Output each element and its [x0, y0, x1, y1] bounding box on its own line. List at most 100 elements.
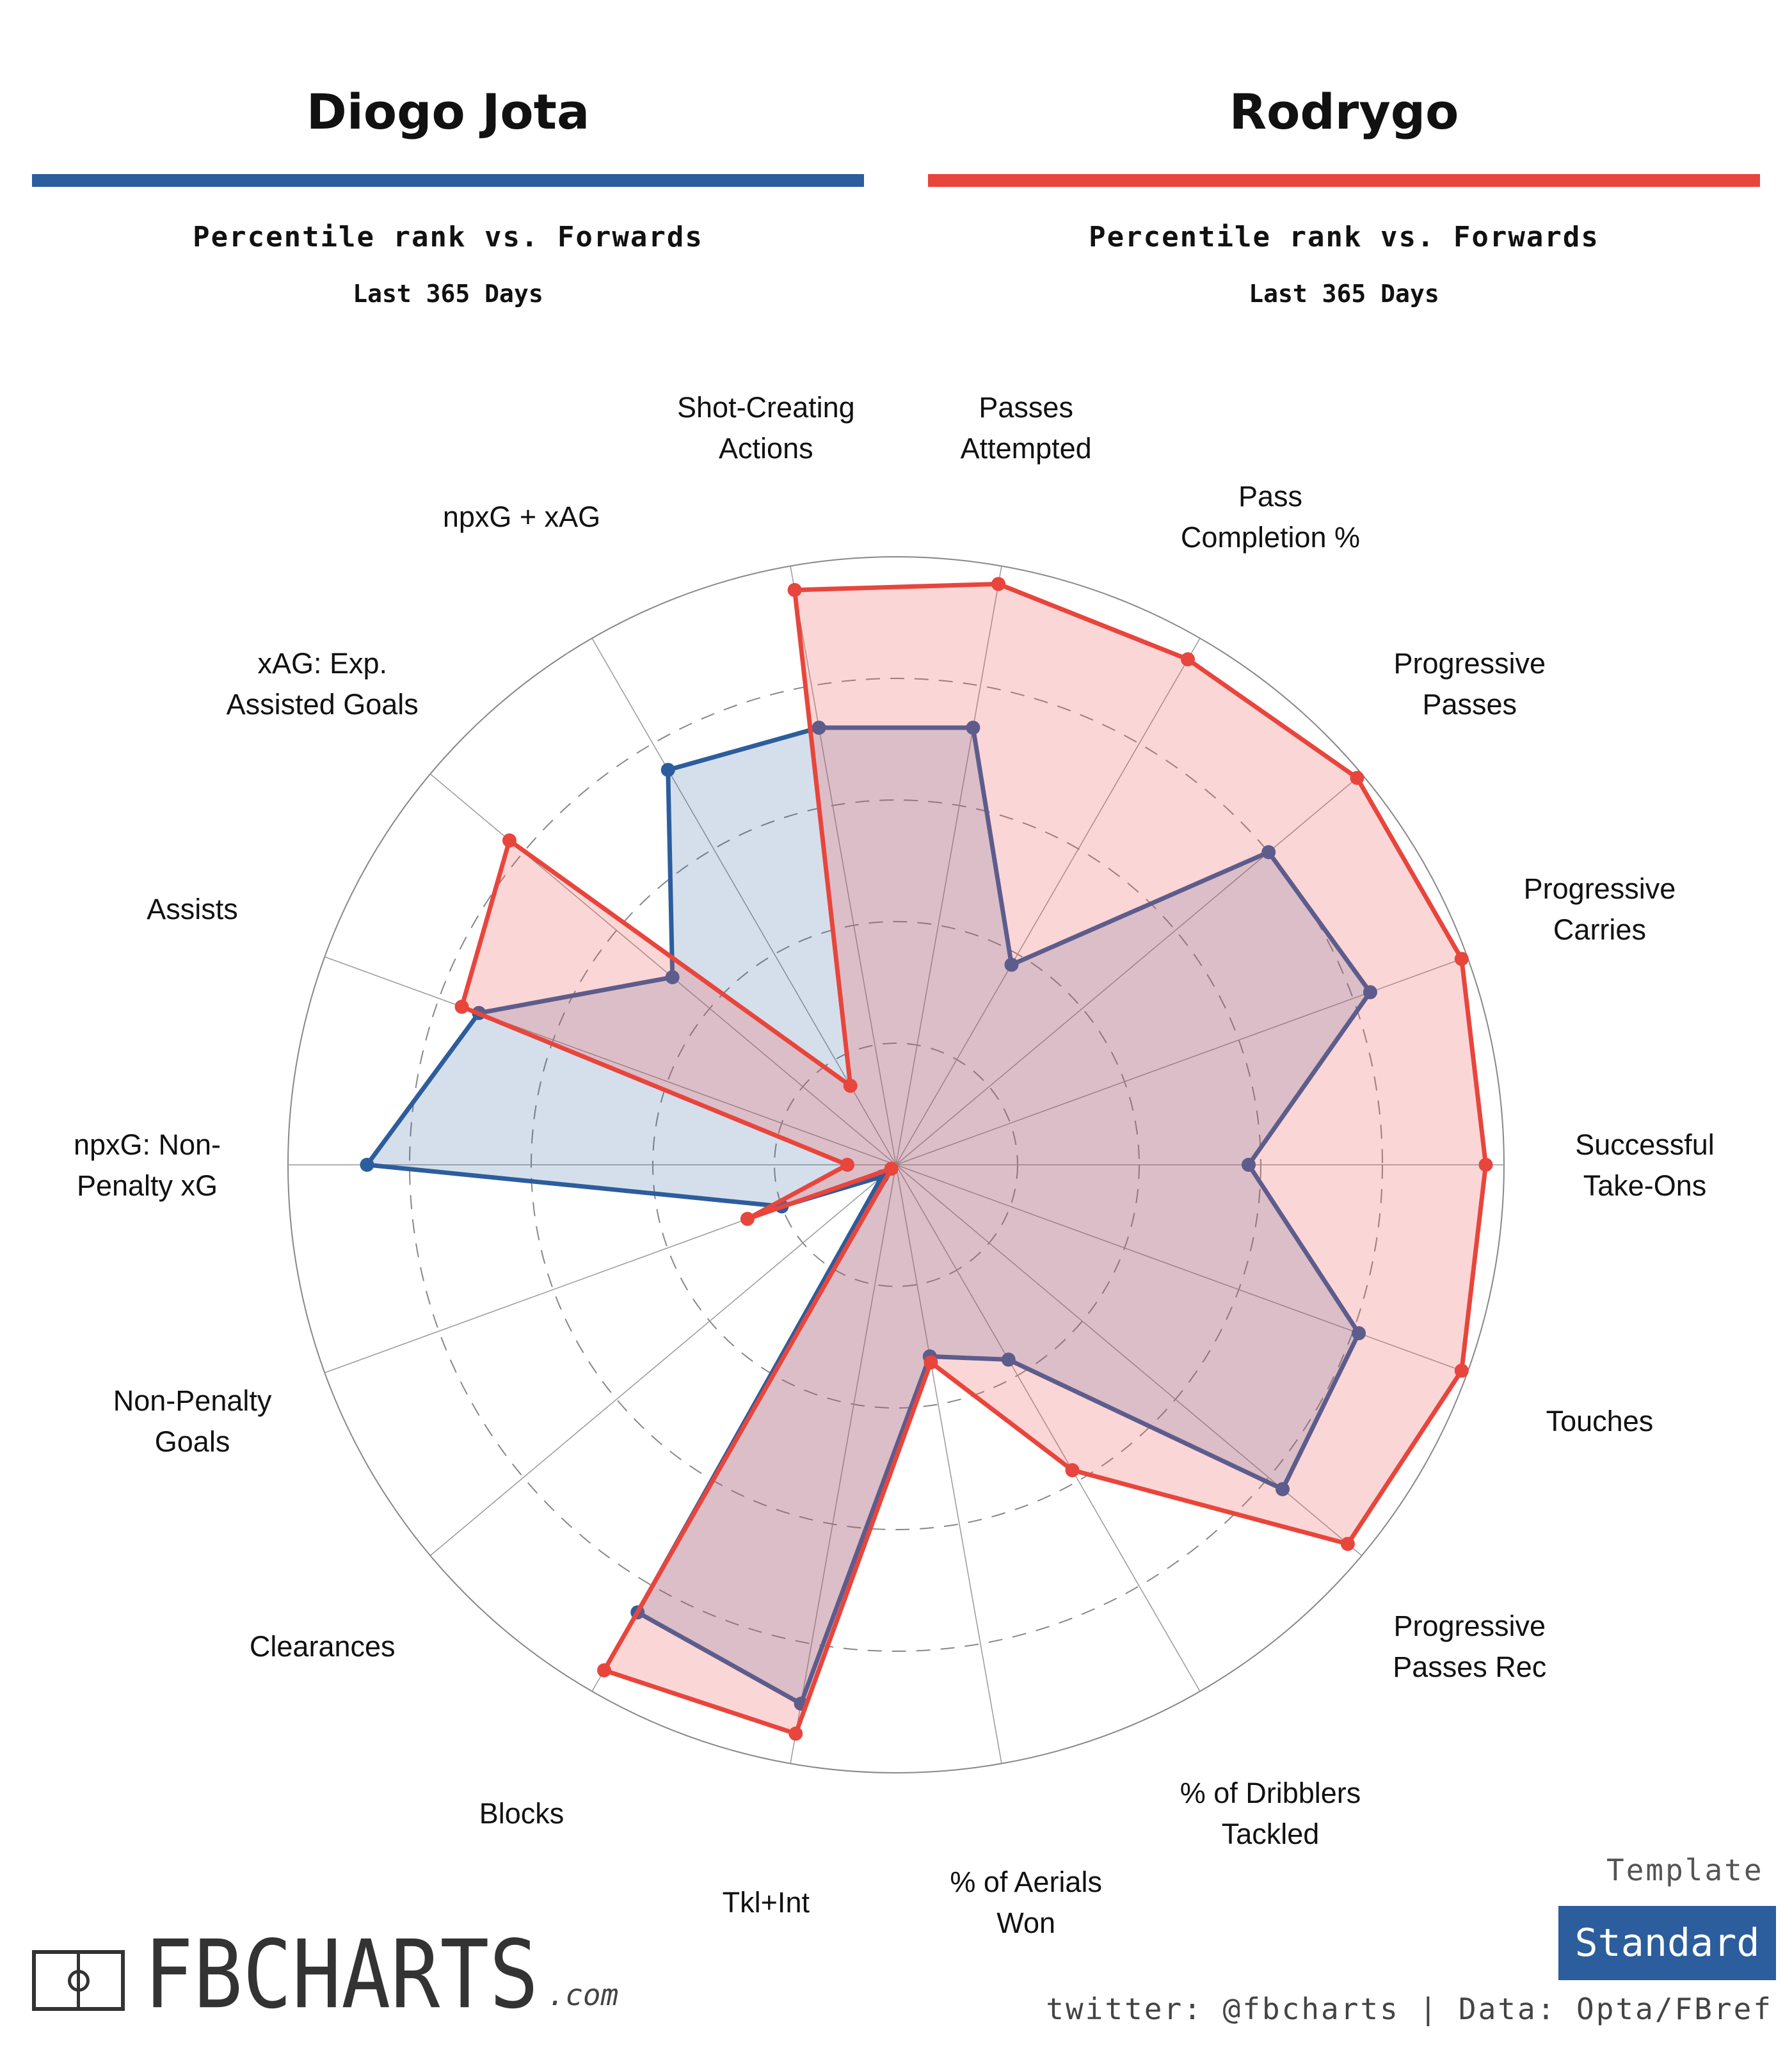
axis-label-14: Assists — [147, 893, 238, 925]
axis-label-1: Pass Completion % — [1181, 480, 1360, 554]
series-1-point-4 — [1478, 1158, 1493, 1172]
axis-label-17-line-1: Actions — [719, 432, 813, 465]
series-1-point-15 — [502, 833, 516, 848]
axis-label-7: % of Dribblers Tackled — [1180, 1777, 1361, 1850]
spoke-9 — [790, 1164, 897, 1764]
series-1-point-2 — [1350, 771, 1364, 785]
axis-label-8-line-0: % of Aerials — [950, 1866, 1102, 1898]
pitch-icon — [32, 1950, 125, 2011]
axis-label-8-line-1: Won — [996, 1907, 1055, 1939]
template-badge: Standard — [1558, 1906, 1776, 1980]
axis-label-9: Tkl+Int — [723, 1886, 810, 1919]
axis-label-11-line-0: Clearances — [250, 1630, 396, 1663]
axis-label-11: Clearances — [250, 1630, 396, 1663]
axis-label-13: npxG: Non- Penalty xG — [74, 1128, 221, 1202]
series-1-point-0 — [991, 577, 1006, 591]
player-name-left: Diogo Jota — [306, 83, 590, 140]
axis-label-17-line-0: Shot-Creating — [677, 391, 855, 424]
series-0-point-4 — [1242, 1158, 1256, 1172]
spoke-17 — [790, 566, 897, 1165]
axis-label-16: npxG + xAG — [443, 500, 600, 533]
axis-label-7-line-1: Tackled — [1222, 1818, 1320, 1850]
spoke-8 — [895, 1164, 1002, 1764]
subtitle-left: Percentile rank vs. Forwards — [193, 221, 703, 253]
axis-label-13-line-0: npxG: Non- — [74, 1128, 221, 1161]
series-1-point-9 — [788, 1726, 803, 1741]
axis-label-1-line-0: Pass — [1238, 480, 1302, 513]
axis-label-0: Passes Attempted — [961, 391, 1092, 465]
logo-suffix: .com — [547, 1978, 619, 2012]
player-name-right: Rodrygo — [1229, 83, 1459, 140]
axis-label-10-line-0: Blocks — [479, 1797, 564, 1830]
series-1-point-7 — [1065, 1463, 1080, 1478]
axis-label-4: Successful Take-Ons — [1575, 1128, 1715, 1202]
axis-label-3: Progressive Carries — [1524, 872, 1676, 946]
axis-label-2-line-1: Passes — [1422, 688, 1517, 721]
logo-text: FBCHARTS — [144, 1920, 539, 2030]
series-1-point-11 — [884, 1162, 899, 1176]
axis-label-7-line-0: % of Dribblers — [1180, 1777, 1361, 1809]
radar-series — [360, 577, 1493, 1741]
series-0-point-15 — [665, 970, 680, 984]
axis-label-2: Progressive Passes — [1393, 647, 1546, 721]
axis-label-5: Touches — [1546, 1405, 1654, 1437]
axis-label-12-line-0: Non-Penalty — [113, 1384, 272, 1417]
axis-label-4-line-0: Successful — [1575, 1128, 1715, 1161]
axis-label-4-line-1: Take-Ons — [1583, 1169, 1707, 1202]
axis-label-3-line-0: Progressive — [1524, 872, 1676, 905]
spoke-0 — [895, 566, 1002, 1165]
series-1-point-17 — [787, 582, 802, 597]
axis-label-10: Blocks — [479, 1797, 564, 1830]
player-color-bar-right — [928, 174, 1760, 187]
series-0-point-2 — [1261, 845, 1276, 860]
period-left: Last 365 Days — [353, 280, 543, 308]
axis-label-8: % of Aerials Won — [950, 1866, 1102, 1939]
axis-label-0-line-1: Attempted — [961, 432, 1092, 465]
spoke-1 — [895, 637, 1201, 1165]
spoke-16 — [591, 637, 897, 1165]
template-label: Template — [1606, 1853, 1764, 1887]
axis-label-13-line-1: Penalty xG — [77, 1169, 218, 1202]
series-0-point-1 — [1004, 957, 1019, 972]
spoke-7 — [895, 1164, 1201, 1692]
series-1-point-3 — [1454, 952, 1469, 966]
axis-label-12-line-1: Goals — [155, 1425, 230, 1458]
axis-label-6-line-1: Passes Rec — [1393, 1651, 1546, 1683]
axis-label-15-line-1: Assisted Goals — [227, 688, 419, 721]
axis-label-9-line-0: Tkl+Int — [723, 1886, 810, 1919]
spoke-5 — [895, 1164, 1468, 1373]
series-0-point-5 — [1352, 1326, 1366, 1341]
series-1-point-8 — [924, 1355, 938, 1370]
axis-label-15: xAG: Exp. Assisted Goals — [227, 647, 419, 721]
spoke-2 — [895, 773, 1363, 1165]
radar-grid — [287, 556, 1505, 1773]
axis-label-0-line-0: Passes — [979, 391, 1073, 424]
series-0-point-3 — [1363, 985, 1377, 1000]
axis-label-14-line-0: Assists — [147, 893, 238, 925]
period-right: Last 365 Days — [1249, 280, 1439, 308]
axis-label-6: Progressive Passes Rec — [1393, 1610, 1546, 1683]
axis-label-15-line-0: xAG: Exp. — [257, 647, 387, 680]
series-0-point-7 — [1001, 1352, 1016, 1367]
spoke-11 — [429, 1164, 897, 1556]
credits: twitter: @fbcharts | Data: Opta/FBref — [1046, 1992, 1773, 2026]
series-1-point-10 — [597, 1663, 611, 1677]
axis-label-5-line-0: Touches — [1546, 1405, 1654, 1437]
axis-label-1-line-1: Completion % — [1181, 521, 1360, 554]
player-color-bar-left — [32, 174, 864, 187]
spoke-14 — [324, 956, 897, 1165]
series-1-point-6 — [1340, 1537, 1355, 1551]
series-1-point-14 — [454, 1000, 469, 1014]
axis-label-12: Non-Penalty Goals — [113, 1384, 272, 1458]
series-1-point-13 — [840, 1158, 854, 1172]
axis-label-17: Shot-Creating Actions — [677, 391, 855, 465]
subtitle-right: Percentile rank vs. Forwards — [1089, 221, 1599, 253]
radar-axis-labels: Passes Attempted Pass Completion % Progressi… — [74, 391, 1715, 1939]
series-1-point-5 — [1454, 1363, 1469, 1378]
axis-label-6-line-0: Progressive — [1393, 1610, 1546, 1642]
series-0-point-6 — [1276, 1482, 1290, 1496]
series-0-point-0 — [966, 721, 980, 735]
series-0-point-16 — [660, 762, 675, 777]
fbcharts-logo: FBCHARTS .com — [32, 1928, 619, 2022]
series-1-point-1 — [1181, 652, 1195, 667]
